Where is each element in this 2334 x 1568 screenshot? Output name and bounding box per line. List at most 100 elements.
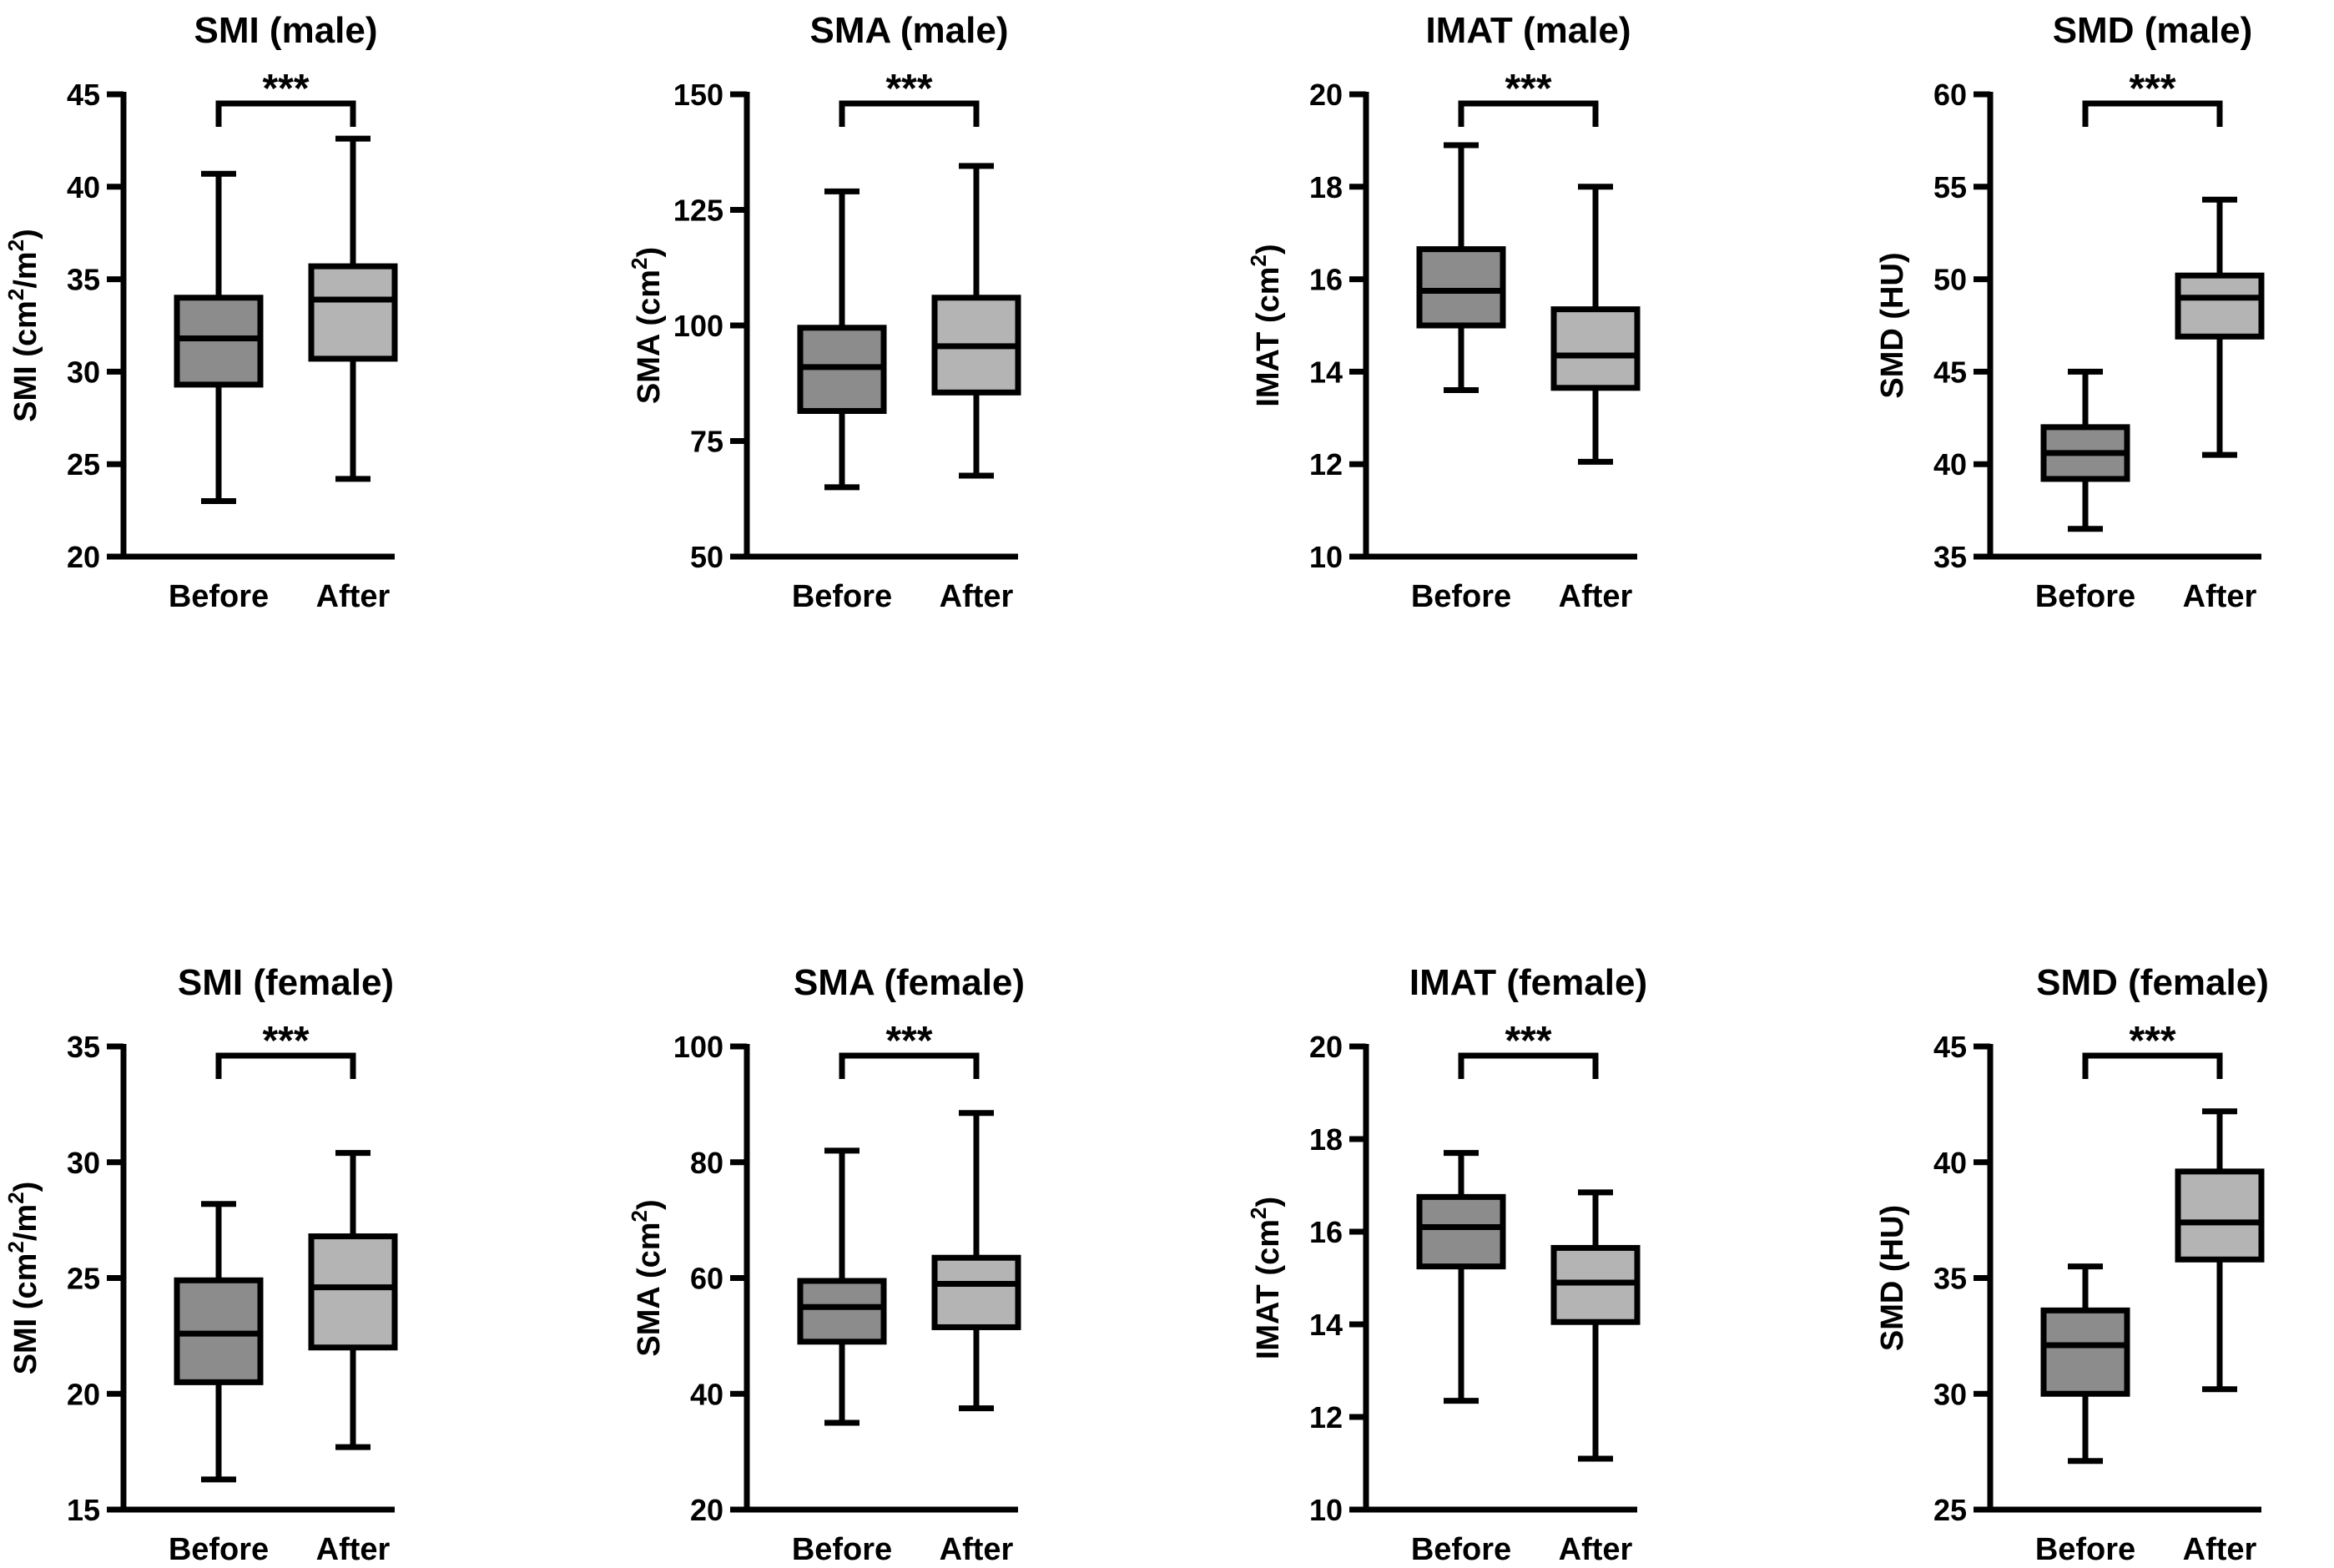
significance-label: ***: [1505, 67, 1551, 111]
x-tick-label: Before: [2035, 1532, 2135, 1567]
box-after: [2175, 196, 2265, 458]
y-tick-label: 30: [67, 355, 100, 389]
chart-panel-1: SMI (male) SMI (cm2/m2) 20 25 30 35 40 45 Before…: [3, 10, 398, 614]
y-tick-label: 12: [1309, 447, 1343, 481]
y-tick-label: 10: [1309, 1493, 1343, 1527]
y-tick-label: 40: [690, 1377, 723, 1411]
x-tick-label: Before: [792, 579, 892, 614]
box-before: [174, 1201, 264, 1483]
x-tick-label: After: [1559, 579, 1633, 614]
iqr-box: [308, 263, 398, 362]
chart-title: SMA (male): [810, 10, 1009, 51]
y-tick-label: 20: [1309, 1030, 1343, 1064]
y-tick-label: 18: [1309, 170, 1343, 204]
x-tick-label: After: [2183, 1532, 2257, 1567]
chart-title: IMAT (male): [1425, 10, 1631, 51]
significance-bracket: [215, 1052, 356, 1079]
chart-panel-4: SMD (male) SMD (HU) 35 40 45 50 55 60 Before Afte…: [1875, 10, 2265, 614]
chart-panel-7: IMAT (female) IMAT (cm2) 10 12 14 16 18 20 Befor…: [1246, 962, 1647, 1567]
x-tick-label: After: [1559, 1532, 1633, 1567]
x-tick-label: Before: [792, 1532, 892, 1567]
y-tick-label: 18: [1309, 1122, 1343, 1157]
chart-title: SMD (female): [2036, 962, 2269, 1003]
iqr-box: [931, 1254, 1021, 1330]
y-tick-label: 20: [67, 540, 100, 574]
x-tick-label: Before: [1411, 1532, 1511, 1567]
y-axis-label: IMAT (cm2): [1246, 1197, 1286, 1359]
y-tick-label: 30: [67, 1146, 100, 1180]
iqr-box: [1416, 246, 1506, 329]
y-tick-label: 60: [1933, 78, 1967, 112]
y-tick-label: 14: [1309, 355, 1343, 389]
y-tick-label: 14: [1309, 1308, 1343, 1342]
iqr-box: [2175, 272, 2265, 340]
box-before: [2040, 1263, 2130, 1465]
box-after: [931, 1110, 1021, 1412]
y-tick-label: 80: [690, 1146, 723, 1180]
y-tick-label: 45: [1933, 1030, 1967, 1064]
iqr-box: [1550, 306, 1641, 391]
y-tick-label: 55: [1933, 170, 1967, 204]
y-tick-label: 35: [1933, 540, 1967, 574]
y-tick-label: 35: [67, 263, 100, 297]
significance-bracket: [215, 100, 356, 127]
y-tick-label: 10: [1309, 540, 1343, 574]
significance-label: ***: [2129, 67, 2175, 111]
chart-title: IMAT (female): [1409, 962, 1647, 1003]
significance-bracket: [1458, 100, 1599, 127]
box-after: [308, 135, 398, 482]
y-tick-label: 75: [690, 425, 723, 459]
y-tick-label: 45: [1933, 355, 1967, 389]
y-tick-label: 25: [67, 1262, 100, 1296]
y-tick-label: 30: [1933, 1377, 1967, 1411]
box-before: [1416, 142, 1506, 394]
y-tick-label: 12: [1309, 1400, 1343, 1434]
significance-label: ***: [1505, 1019, 1551, 1063]
significance-bracket: [2082, 1052, 2223, 1079]
chart-panel-5: SMI (female) SMI (cm2/m2) 15 20 25 30 35 Before…: [3, 962, 398, 1567]
y-tick-label: 25: [67, 447, 100, 481]
y-tick-label: 50: [1933, 263, 1967, 297]
box-after: [308, 1150, 398, 1450]
x-tick-label: After: [316, 1532, 391, 1567]
x-tick-label: After: [940, 1532, 1014, 1567]
significance-bracket: [2082, 100, 2223, 127]
y-tick-label: 50: [690, 540, 723, 574]
significance-label: ***: [262, 1019, 309, 1063]
y-tick-label: 40: [67, 170, 100, 204]
y-axis-label: SMD (HU): [1875, 252, 1910, 398]
chart-panel-6: SMA (female) SMA (cm2) 20 40 60 80 100 Before Af…: [627, 962, 1025, 1567]
x-tick-label: Before: [2035, 579, 2135, 614]
box-after: [1550, 1189, 1641, 1462]
y-tick-label: 25: [1933, 1493, 1967, 1527]
chart-panel-2: SMA (male) SMA (cm2) 50 75 100 125 150 Before Af…: [627, 10, 1021, 614]
y-tick-label: 60: [690, 1262, 723, 1296]
iqr-box: [797, 1278, 887, 1345]
significance-label: ***: [262, 67, 309, 111]
box-after: [1550, 184, 1641, 465]
y-axis-label: IMAT (cm2): [1246, 244, 1286, 406]
y-tick-label: 150: [673, 78, 723, 112]
chart-title: SMD (male): [2053, 10, 2253, 51]
x-tick-label: Before: [169, 579, 269, 614]
significance-label: ***: [885, 1019, 932, 1063]
x-tick-label: Before: [1411, 579, 1511, 614]
y-axis-label: SMA (cm2): [627, 1199, 667, 1356]
significance-bracket: [1458, 1052, 1599, 1079]
y-tick-label: 15: [67, 1493, 100, 1527]
iqr-box: [1416, 1193, 1506, 1270]
y-tick-label: 20: [1309, 78, 1343, 112]
y-tick-label: 16: [1309, 263, 1343, 297]
box-before: [797, 188, 887, 491]
chart-title: SMI (female): [178, 962, 394, 1003]
chart-title: SMI (male): [194, 10, 377, 51]
y-axis-label: SMI (cm2/m2): [3, 229, 43, 422]
x-tick-label: After: [940, 579, 1014, 614]
y-tick-label: 45: [67, 78, 100, 112]
y-tick-label: 40: [1933, 1146, 1967, 1180]
iqr-box: [2040, 1307, 2130, 1397]
box-before: [2040, 368, 2130, 532]
chart-panel-8: SMD (female) SMD (HU) 25 30 35 40 45 Before Afte…: [1875, 962, 2269, 1567]
y-tick-label: 40: [1933, 447, 1967, 481]
